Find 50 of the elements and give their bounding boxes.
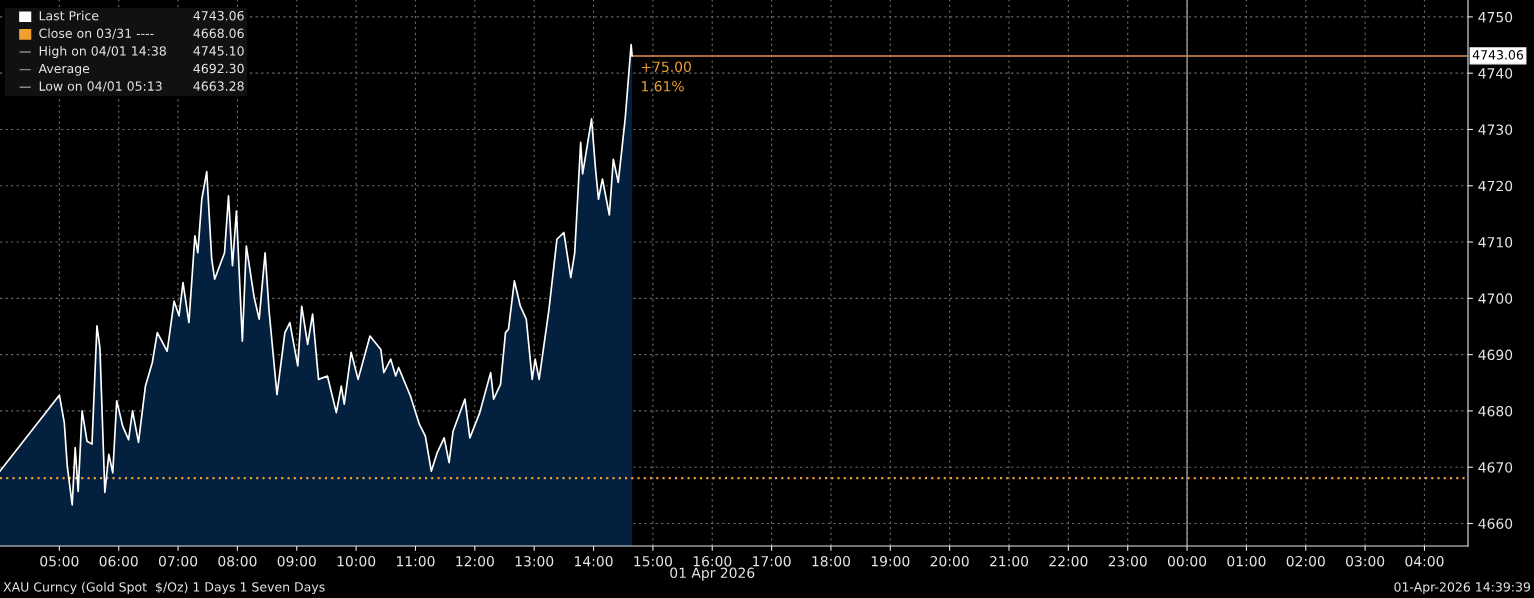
- x-tick-label: 16:00: [693, 555, 732, 567]
- x-tick-label: 11:00: [396, 555, 435, 567]
- x-tick-label: 06:00: [99, 555, 138, 567]
- annotation: +75.00: [641, 61, 691, 73]
- x-tick-label: 18:00: [812, 555, 851, 567]
- text: 01 Apr 2026: [670, 567, 755, 581]
- text: XAU Curncy (Gold Spot $/Oz) 1 Days 1 Seven Days: [3, 581, 325, 595]
- ref-line-label: 4743.06: [1472, 50, 1524, 60]
- y-tick-label: 4670: [1478, 462, 1513, 473]
- legend-label: Close on 03/31 ----: [39, 28, 154, 40]
- y-tick-label: 4740: [1478, 68, 1513, 79]
- x-tick-label: 03:00: [1346, 555, 1385, 567]
- y-tick-label: 4660: [1478, 518, 1513, 529]
- x-tick-label: 09:00: [277, 555, 316, 567]
- x-tick-label: 17:00: [753, 555, 791, 567]
- annotation: High on 04/01 14:38: [39, 45, 166, 59]
- x-tick-label: 08:00: [218, 555, 257, 567]
- y-tick-label: 4700: [1478, 293, 1513, 304]
- annotation: Average: [38, 63, 90, 76]
- x-tick-label: 07:00: [158, 555, 198, 567]
- x-tick-label: 05:00: [40, 555, 79, 567]
- y-tick-label: 4730: [1478, 124, 1513, 135]
- annotation: 4668.06: [193, 28, 244, 39]
- y-tick-label: 4750: [1478, 11, 1513, 23]
- x-tick-label: 02:00: [1286, 555, 1325, 567]
- y-tick-label: 4680: [1478, 405, 1513, 417]
- x-tick-label: 23:00: [1108, 555, 1147, 567]
- y-tick-label: 4720: [1478, 180, 1513, 192]
- legend-label: Last Price: [39, 10, 99, 21]
- x-tick-label: 14:00: [575, 555, 613, 567]
- annotation: 4745.10: [193, 46, 244, 56]
- x-tick-label: 15:00: [634, 555, 672, 567]
- x-tick-label: 10:00: [337, 555, 376, 567]
- x-tick-label: 04:00: [1405, 555, 1444, 567]
- annotation: 4692.30: [193, 63, 244, 74]
- y-tick-label: 4690: [1478, 349, 1513, 361]
- text: 01-Apr-2026 14:39:39: [1394, 582, 1531, 595]
- annotation: 4743.06: [193, 10, 244, 21]
- x-tick-label: 19:00: [871, 555, 910, 567]
- x-tick-label: 22:00: [1049, 555, 1088, 567]
- x-tick-label: 00:00: [1167, 555, 1207, 567]
- x-tick-label: 01:00: [1227, 555, 1266, 567]
- annotation: 4663.28: [193, 81, 244, 91]
- x-tick-label: 21:00: [990, 555, 1029, 567]
- annotation: Low on 04/01 05:13: [39, 81, 162, 92]
- x-tick-label: 12:00: [456, 555, 494, 567]
- x-tick-label: 13:00: [515, 555, 554, 567]
- y-tick-label: 4710: [1478, 237, 1513, 248]
- annotation: 1.61%: [641, 80, 684, 92]
- x-tick-label: 20:00: [930, 555, 969, 567]
